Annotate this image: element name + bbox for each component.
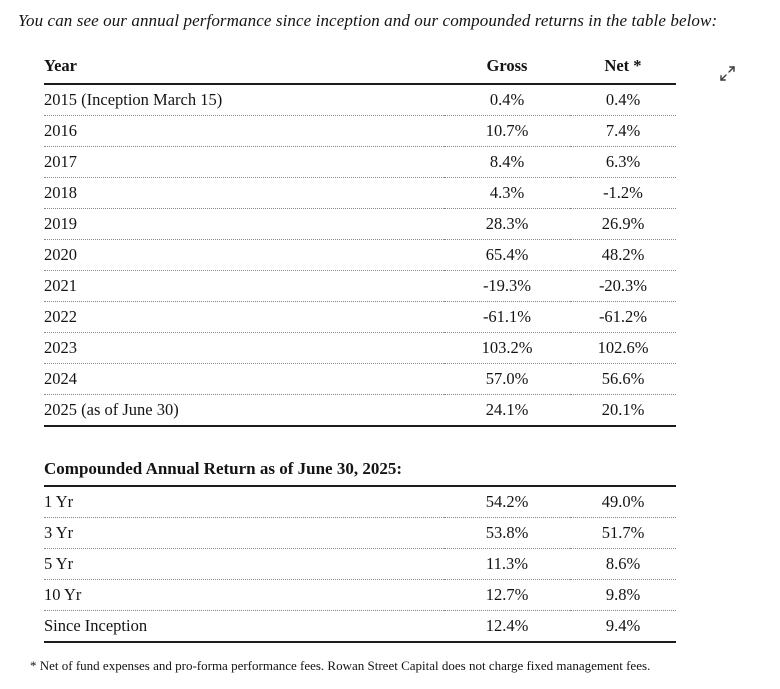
year-cell: 2025 (as of June 30) — [44, 394, 444, 427]
table-row: 2019 28.3% 26.9% — [44, 208, 676, 240]
gross-cell: 12.4% — [444, 610, 570, 643]
gross-cell: 65.4% — [444, 239, 570, 271]
period-cell: 10 Yr — [44, 579, 444, 611]
gross-cell: -61.1% — [444, 301, 570, 333]
table-row: 2025 (as of June 30) 24.1% 20.1% — [44, 394, 676, 427]
table-row: 2016 10.7% 7.4% — [44, 115, 676, 147]
performance-table: Year Gross Net * 2015 (Inception March 1… — [44, 50, 676, 427]
net-cell: 7.4% — [570, 115, 676, 147]
year-cell: 2018 — [44, 177, 444, 209]
net-cell: 9.8% — [570, 579, 676, 611]
header-year: Year — [44, 50, 444, 85]
gross-cell: 103.2% — [444, 332, 570, 364]
table-row: 1 Yr 54.2% 49.0% — [44, 486, 676, 518]
table-row: Since Inception 12.4% 9.4% — [44, 610, 676, 643]
gross-cell: 12.7% — [444, 579, 570, 611]
table-row: 2021 -19.3% -20.3% — [44, 270, 676, 302]
table-row: 2020 65.4% 48.2% — [44, 239, 676, 271]
year-cell: 2021 — [44, 270, 444, 302]
period-cell: 3 Yr — [44, 517, 444, 549]
compounded-section-title: Compounded Annual Return as of June 30, … — [44, 459, 403, 478]
intro-text: You can see our annual performance since… — [18, 11, 718, 30]
header-gross: Gross — [444, 50, 570, 85]
table-row: 2023 103.2% 102.6% — [44, 332, 676, 364]
expand-icon — [719, 65, 736, 82]
header-net: Net * — [570, 50, 676, 85]
gross-cell: 0.4% — [444, 84, 570, 116]
period-cell: 1 Yr — [44, 486, 444, 518]
table-row: 2018 4.3% -1.2% — [44, 177, 676, 209]
net-cell: 20.1% — [570, 394, 676, 427]
gross-cell: 8.4% — [444, 146, 570, 178]
year-cell: 2015 (Inception March 15) — [44, 84, 444, 116]
year-cell: 2024 — [44, 363, 444, 395]
net-cell: 102.6% — [570, 332, 676, 364]
net-cell: 8.6% — [570, 548, 676, 580]
table-row: 5 Yr 11.3% 8.6% — [44, 548, 676, 580]
net-cell: 49.0% — [570, 486, 676, 518]
net-cell: 6.3% — [570, 146, 676, 178]
gross-cell: 53.8% — [444, 517, 570, 549]
year-cell: 2019 — [44, 208, 444, 240]
gross-cell: 10.7% — [444, 115, 570, 147]
year-cell: 2017 — [44, 146, 444, 178]
gross-cell: -19.3% — [444, 270, 570, 302]
year-cell: 2020 — [44, 239, 444, 271]
footnote-text: * Net of fund expenses and pro-forma per… — [30, 658, 651, 673]
year-cell: 2016 — [44, 115, 444, 147]
expand-button[interactable] — [716, 62, 738, 84]
year-cell: 2023 — [44, 332, 444, 364]
compounded-table: 1 Yr 54.2% 49.0% 3 Yr 53.8% 51.7% 5 Yr 11.3% 8.6… — [44, 485, 676, 643]
document-page: { "page": { "intro": "You can see our an… — [0, 10, 780, 689]
gross-cell: 11.3% — [444, 548, 570, 580]
net-cell: 56.6% — [570, 363, 676, 395]
year-cell: 2022 — [44, 301, 444, 333]
table-row: 2015 (Inception March 15) 0.4% 0.4% — [44, 84, 676, 116]
net-cell: -20.3% — [570, 270, 676, 302]
gross-cell: 4.3% — [444, 177, 570, 209]
gross-cell: 24.1% — [444, 394, 570, 427]
gross-cell: 57.0% — [444, 363, 570, 395]
table-row: 10 Yr 12.7% 9.8% — [44, 579, 676, 611]
table-row: 2017 8.4% 6.3% — [44, 146, 676, 178]
period-cell: 5 Yr — [44, 548, 444, 580]
table-row: 3 Yr 53.8% 51.7% — [44, 517, 676, 549]
table-row: 2022 -61.1% -61.2% — [44, 301, 676, 333]
net-cell: 51.7% — [570, 517, 676, 549]
table-header-row: Year Gross Net * — [44, 50, 676, 85]
net-cell: 0.4% — [570, 84, 676, 116]
net-cell: 9.4% — [570, 610, 676, 643]
net-cell: 26.9% — [570, 208, 676, 240]
gross-cell: 28.3% — [444, 208, 570, 240]
gross-cell: 54.2% — [444, 486, 570, 518]
net-cell: -61.2% — [570, 301, 676, 333]
table-row: 2024 57.0% 56.6% — [44, 363, 676, 395]
net-cell: 48.2% — [570, 239, 676, 271]
net-cell: -1.2% — [570, 177, 676, 209]
period-cell: Since Inception — [44, 610, 444, 643]
